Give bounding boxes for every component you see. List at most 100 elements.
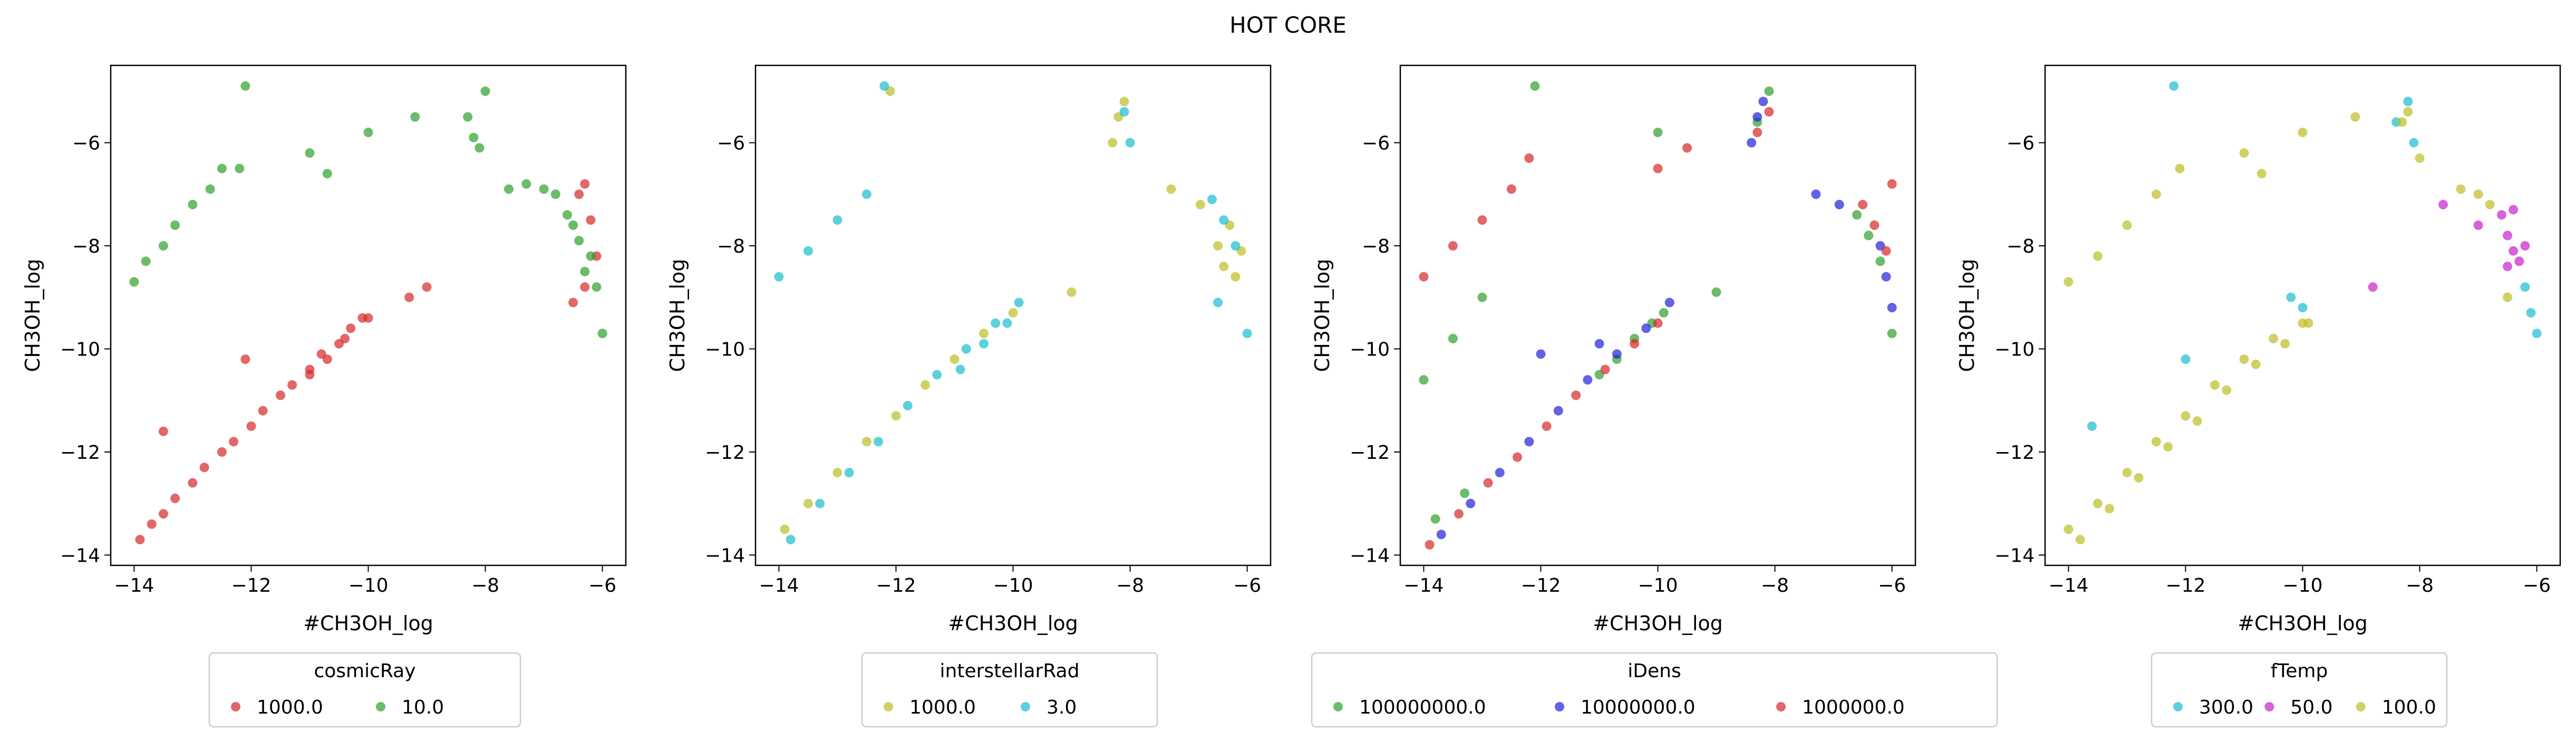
scatter-point	[1758, 97, 1768, 107]
scatter-point	[1466, 498, 1476, 508]
scatter-point	[1231, 272, 1241, 282]
scatter-point	[2222, 385, 2232, 395]
scatter-point	[2397, 117, 2407, 127]
scatter-point	[1213, 241, 1223, 251]
legend-box	[2151, 652, 2448, 728]
y-tick-label: −10	[1350, 339, 1390, 361]
scatter-point	[1166, 184, 1176, 194]
scatter-point	[2251, 359, 2261, 369]
y-axis-label: CH3OH_log	[21, 259, 44, 372]
legend-title: fTemp	[2271, 660, 2328, 682]
scatter-point	[229, 437, 239, 447]
x-tick-label: −12	[876, 575, 916, 596]
x-tick-label: −6	[2523, 575, 2551, 596]
x-tick-label: −8	[1761, 575, 1789, 596]
scatter-point	[258, 406, 268, 416]
scatter-point	[1711, 287, 1721, 297]
scatter-point	[1594, 339, 1604, 349]
legend-marker	[2173, 702, 2183, 711]
scatter-point	[2257, 169, 2267, 179]
scatter-point	[170, 493, 180, 503]
scatter-point	[2181, 354, 2191, 364]
scatter-point	[2497, 210, 2506, 220]
y-tick-label: −8	[72, 236, 100, 257]
scatter-point	[861, 189, 871, 199]
scatter-point	[1682, 143, 1692, 153]
scatter-point	[188, 478, 198, 488]
x-tick-label: −14	[759, 575, 799, 596]
scatter-point	[874, 437, 884, 447]
scatter-point	[580, 282, 590, 292]
scatter-point	[2298, 128, 2308, 138]
scatter-point	[2286, 292, 2296, 302]
scatter-point	[2409, 138, 2419, 148]
x-tick-label: −12	[1521, 575, 1561, 596]
scatter-point	[1875, 256, 1885, 266]
legend-marker	[2264, 702, 2274, 711]
scatter-point	[1887, 303, 1897, 313]
x-tick-label: −14	[2048, 575, 2088, 596]
scatter-point	[1219, 215, 1229, 225]
scatter-point	[2075, 535, 2085, 545]
scatter-point	[2151, 437, 2161, 447]
scatter-points	[1419, 81, 1897, 550]
y-tick-label: −12	[705, 442, 745, 464]
x-axis-label: #CH3OH_log	[2238, 612, 2368, 635]
scatter-point	[991, 318, 1001, 328]
scatter-point	[1014, 297, 1024, 307]
scatter-point	[2526, 308, 2536, 318]
scatter-point	[305, 148, 315, 158]
subplot-3: −14 −12 −10 −8 −6 −14 −12 −10 −8 −6 #CH3OH_log CH3O…	[1311, 64, 1998, 728]
legend-marker	[231, 702, 240, 711]
scatter-point	[1659, 308, 1669, 318]
scatter-point	[1858, 199, 1868, 209]
y-tick-label: −14	[60, 545, 100, 566]
legend-marker	[1021, 702, 1030, 711]
scatter-point	[1125, 138, 1135, 148]
scatter-point	[774, 272, 784, 282]
scatter-point	[1630, 339, 1640, 349]
scatter-point	[205, 184, 215, 194]
scatter-point	[2064, 524, 2074, 534]
scatter-point	[217, 447, 227, 457]
scatter-point	[786, 535, 796, 545]
scatter-point	[1219, 262, 1229, 272]
scatter-point	[979, 339, 989, 349]
x-tick-label: −8	[2406, 575, 2434, 596]
x-tick-label: −12	[2165, 575, 2205, 596]
x-axis-label: #CH3OH_log	[303, 612, 433, 635]
scatter-point	[1495, 468, 1505, 478]
y-tick-label: −8	[1362, 236, 1390, 257]
legend-entry-label: 10000000.0	[1581, 697, 1696, 718]
scatter-points	[129, 81, 607, 545]
scatter-point	[170, 220, 180, 230]
scatter-point	[1454, 509, 1464, 519]
scatter-point	[568, 220, 578, 230]
scatter-point	[803, 246, 813, 256]
scatter-point	[2438, 199, 2448, 209]
legend-marker	[884, 702, 893, 711]
scatter-point	[129, 277, 139, 287]
subplot-1: −14 −12 −10 −8 −6 −14 −12 −10 −8 −6 #CH3OH_log CH3O…	[21, 64, 627, 728]
scatter-point	[2175, 163, 2185, 174]
scatter-point	[1524, 437, 1534, 447]
scatter-point	[1119, 107, 1129, 117]
scatter-point	[1108, 138, 1118, 148]
scatter-point	[2514, 256, 2524, 266]
scatter-point	[199, 463, 209, 473]
y-tick-label: −14	[1994, 545, 2035, 566]
legend-entry-label: 10.0	[402, 697, 444, 718]
scatter-point	[2087, 421, 2097, 431]
scatter-point	[961, 344, 971, 354]
scatter-point	[1747, 138, 1757, 148]
scatter-point	[1477, 215, 1487, 225]
scatter-point	[469, 132, 479, 142]
scatter-point	[158, 241, 168, 251]
scatter-point	[1870, 220, 1880, 230]
scatter-point	[1460, 488, 1470, 498]
scatter-point	[340, 334, 350, 343]
y-tick-label: −10	[705, 339, 745, 361]
scatter-point	[1425, 540, 1435, 550]
scatter-point	[135, 535, 145, 545]
scatter-point	[521, 179, 531, 189]
